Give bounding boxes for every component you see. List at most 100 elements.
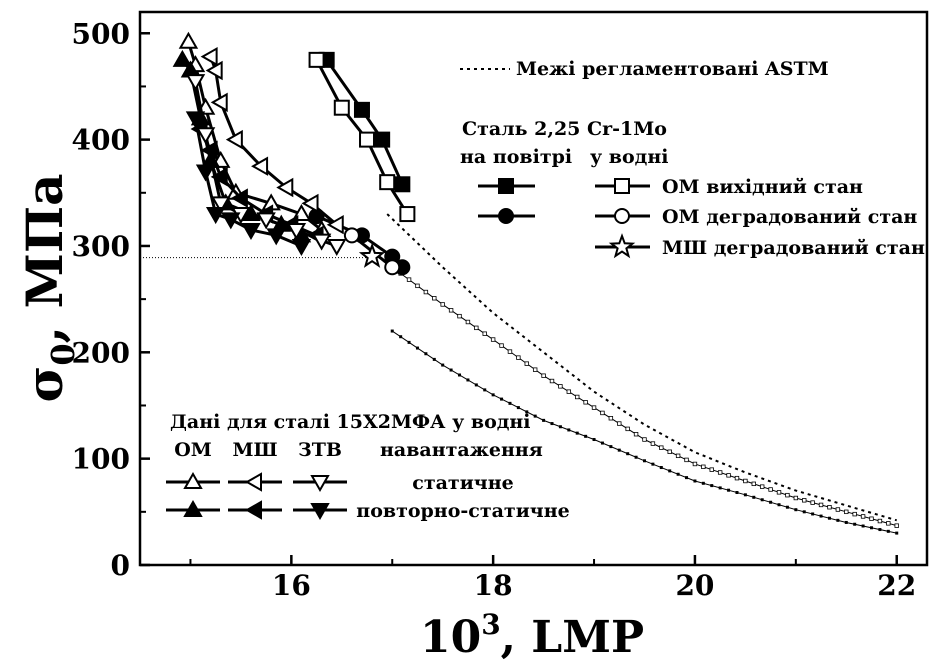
astm-point-1-51 <box>818 502 824 508</box>
astm-point-1-6 <box>440 302 445 307</box>
astm-point-1-23 <box>583 400 588 405</box>
astm-point-1-33 <box>667 449 672 454</box>
data-point-s10-5 <box>266 228 286 246</box>
x-tick-label-2: 20 <box>675 569 714 602</box>
astm-point-1-43 <box>751 481 756 487</box>
astm-point-1-36 <box>692 461 698 467</box>
astm-point-2-39 <box>718 486 722 490</box>
lower-legend-marker-1-2 <box>310 503 330 521</box>
astm-point-1-28 <box>625 426 630 432</box>
legend-entry-label-0: ОМ вихідний стан <box>662 176 863 198</box>
astm-point-1-9 <box>465 319 471 325</box>
astm-point-2-28 <box>626 452 630 456</box>
astm-point-2-44 <box>760 498 764 502</box>
astm-point-2-56 <box>861 524 865 528</box>
data-point-s4-0 <box>358 242 386 268</box>
astm-point-1-35 <box>684 457 689 463</box>
lower-legend-marker-1-1 <box>244 500 262 520</box>
astm-point-1-60 <box>894 523 899 528</box>
astm-point-1-40 <box>726 473 731 478</box>
data-point-s9-0 <box>185 74 206 92</box>
astm-point-2-29 <box>634 455 638 459</box>
astm-point-2-23 <box>584 434 588 438</box>
astm-point-2-10 <box>474 383 478 387</box>
astm-point-1-31 <box>650 441 656 446</box>
astm-point-2-17 <box>533 414 537 418</box>
astm-point-1-39 <box>717 470 723 475</box>
legend-water-header: у водні <box>590 146 668 168</box>
legend-entry-label-2: МШ деградований стан <box>662 237 925 259</box>
astm-point-1-19 <box>549 378 555 384</box>
data-point-s1-0 <box>308 51 325 68</box>
x-tick-label-3: 22 <box>877 569 916 602</box>
astm-point-1-25 <box>600 410 605 416</box>
astm-point-2-38 <box>710 484 714 488</box>
astm-point-2-37 <box>701 481 705 485</box>
astm-point-2-21 <box>567 428 571 432</box>
plot-frame <box>138 10 929 567</box>
astm-point-2-49 <box>802 510 806 514</box>
astm-point-1-17 <box>532 367 538 372</box>
astm-point-1-24 <box>591 405 597 410</box>
astm-point-2-58 <box>878 528 882 532</box>
astm-point-1-47 <box>785 492 790 498</box>
astm-point-2-1 <box>399 335 403 339</box>
data-point-s9-1 <box>195 127 216 145</box>
astm-point-2-54 <box>844 520 848 524</box>
astm-point-1-5 <box>432 296 437 301</box>
astm-point-2-26 <box>609 445 613 449</box>
astm-point-2-59 <box>886 529 890 533</box>
astm-point-2-9 <box>466 378 470 382</box>
x-tick-label-0: 16 <box>272 569 311 602</box>
y-axis-symbol: σ <box>15 366 74 403</box>
astm-point-1-52 <box>827 505 832 510</box>
astm-point-1-18 <box>541 373 546 378</box>
astm-point-2-46 <box>777 503 781 507</box>
legend-steel-title: Сталь 2,25 Cr-1Mo <box>462 118 667 140</box>
astm-point-1-14 <box>507 349 513 354</box>
lower-legend-marker-0-2 <box>310 475 330 493</box>
legend-layer: Межі регламентовані ASTM Сталь 2,25 Cr-1M… <box>166 58 925 522</box>
astm-point-2-27 <box>617 448 621 452</box>
data-point-s7-2 <box>210 92 228 113</box>
legend-water-marker-0 <box>614 178 630 194</box>
data-point-s10-0 <box>185 111 206 129</box>
astm-point-1-8 <box>457 313 462 319</box>
data-point-s0-1 <box>353 101 370 118</box>
astm-point-2-32 <box>659 466 663 470</box>
astm-point-2-2 <box>407 340 411 344</box>
astm-point-2-25 <box>600 441 604 445</box>
astm-point-2-22 <box>575 431 579 435</box>
astm-point-2-11 <box>483 388 487 392</box>
data-point-s1-2 <box>359 131 376 148</box>
legend-air-header: на повітрі <box>460 146 572 168</box>
astm-point-1-22 <box>575 394 580 400</box>
astm-point-1-7 <box>448 308 454 313</box>
legend-water-marker-1 <box>614 208 630 224</box>
astm-point-2-47 <box>785 505 789 509</box>
astm-point-2-16 <box>525 410 529 414</box>
lower-legend-marker-0-1 <box>244 472 262 492</box>
y-tick-label-0: 0 <box>111 549 130 582</box>
astm-point-1-16 <box>524 361 529 366</box>
astm-point-1-10 <box>474 325 479 331</box>
series-line-0 <box>325 58 404 185</box>
lower-legend-col-0: ОМ <box>174 439 212 461</box>
astm-point-1-57 <box>869 516 874 521</box>
astm-point-1-42 <box>743 478 748 484</box>
x-tick-label-1: 18 <box>474 569 513 602</box>
lower-legend-title: Дані для сталі 15Х2МФА у водні <box>170 411 531 433</box>
astm-point-1-53 <box>835 507 841 512</box>
lower-legend-row-1: повторно-статичне <box>356 500 569 522</box>
astm-point-1-50 <box>810 500 815 505</box>
astm-point-2-57 <box>870 526 874 530</box>
y-tick-label-4: 400 <box>72 124 130 157</box>
y-tick-label-3: 300 <box>72 230 130 263</box>
lower-legend-row-0: статичне <box>412 472 513 494</box>
data-point-s7-5 <box>276 177 294 198</box>
y-tick-label-2: 200 <box>72 336 130 369</box>
data-point-s8-3 <box>230 188 248 208</box>
astm-point-2-45 <box>769 500 773 504</box>
data-point-s9-6 <box>311 233 332 251</box>
